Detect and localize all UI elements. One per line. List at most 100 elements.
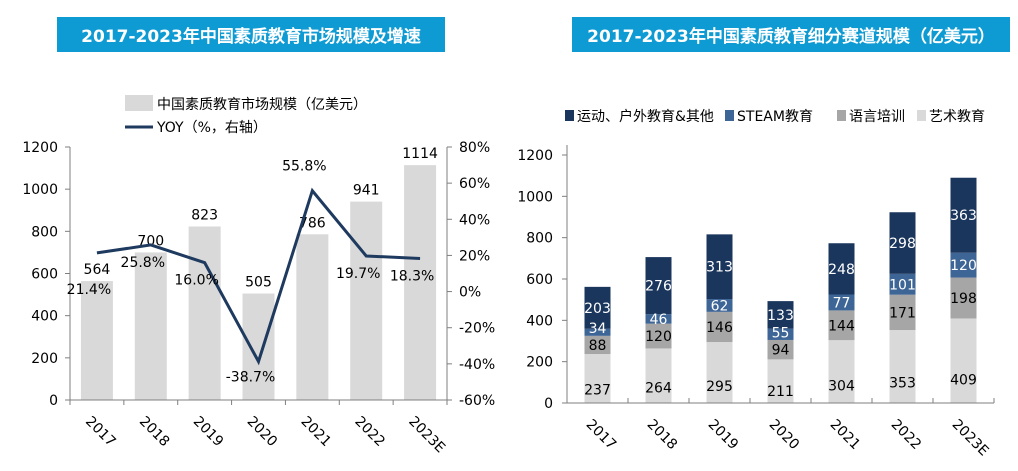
x-tick-label: 2018 <box>644 417 681 454</box>
y-tick-label: 1000 <box>22 182 58 198</box>
yoy-label: 55.8% <box>282 159 326 175</box>
segment-label: 198 <box>950 291 977 307</box>
segment-label: 276 <box>645 279 672 295</box>
segment-label: 363 <box>950 208 977 224</box>
bar-segment-2018 <box>645 314 672 324</box>
x-tick-label: 2022 <box>351 414 388 451</box>
bar-segment-2018 <box>645 257 672 315</box>
segment-label: 133 <box>767 308 794 324</box>
legend-swatch <box>565 110 574 121</box>
bar-2017 <box>80 281 113 400</box>
bar-segment-2020 <box>767 359 794 403</box>
bar-segment-2021 <box>828 243 855 295</box>
segment-label: 34 <box>589 321 607 337</box>
segment-label: 94 <box>772 343 790 359</box>
y-tick-label: 1000 <box>517 189 553 205</box>
yoy-label: 19.7% <box>336 266 380 282</box>
x-tick-label: 2023E <box>949 417 992 460</box>
y2-tick-label: 20% <box>459 248 490 264</box>
segment-label: 211 <box>767 384 794 400</box>
bar-label: 564 <box>84 262 111 278</box>
legend-label: 语言培训 <box>849 109 905 125</box>
yoy-label: 16.0% <box>174 273 218 289</box>
y-tick-label: 600 <box>31 267 58 283</box>
y-tick-label: 600 <box>526 272 553 288</box>
bar-label: 823 <box>191 207 218 223</box>
segment-label: 120 <box>645 329 672 345</box>
bar-segment-2017 <box>584 354 611 403</box>
x-tick-label: 2023E <box>405 414 448 457</box>
bar-2022 <box>350 201 383 400</box>
segment-label: 304 <box>828 378 855 394</box>
bar-segment-2019 <box>706 234 733 300</box>
x-tick-label: 2021 <box>827 417 864 454</box>
segment-label: 409 <box>950 372 977 388</box>
x-tick-label: 2020 <box>766 417 803 454</box>
segment-label: 146 <box>706 320 733 336</box>
bar-segment-2023E <box>950 252 977 278</box>
y-tick-label: 400 <box>31 309 58 325</box>
yoy-label: 25.8% <box>121 255 165 271</box>
y2-tick-label: 80% <box>459 140 490 156</box>
legend-swatch <box>917 110 926 121</box>
bar-segment-2017 <box>584 328 611 336</box>
bar-label: 505 <box>245 275 272 291</box>
segment-label: 55 <box>772 326 790 342</box>
bar-2021 <box>296 234 329 400</box>
y-tick-label: 800 <box>31 224 58 240</box>
bar-segment-2022 <box>889 294 916 331</box>
segment-label: 353 <box>889 376 916 392</box>
segment-label: 120 <box>950 258 977 274</box>
yoy-label: 21.4% <box>67 282 111 298</box>
bar-label: 941 <box>353 183 380 199</box>
bar-2018 <box>134 252 167 400</box>
y2-tick-label: 0% <box>459 285 481 301</box>
segment-label: 264 <box>645 381 672 397</box>
x-tick-label: 2019 <box>705 417 742 454</box>
bar-segment-2019 <box>706 342 733 403</box>
bar-label: 1114 <box>402 146 438 162</box>
legend-label-line: YOY（%，右轴） <box>156 120 267 136</box>
segment-label: 62 <box>711 298 729 314</box>
x-tick-label: 2022 <box>888 417 925 454</box>
legend-swatch <box>725 110 734 121</box>
y2-tick-label: 40% <box>459 212 490 228</box>
yoy-label: 18.3% <box>390 269 434 285</box>
segment-label: 144 <box>828 318 855 334</box>
segment-label: 313 <box>706 260 733 276</box>
bar-segment-2023E <box>950 177 977 253</box>
y2-tick-label: -60% <box>459 393 495 409</box>
segment-label: 248 <box>828 262 855 278</box>
x-tick-label: 2020 <box>244 414 281 451</box>
bar-segment-2018 <box>645 323 672 349</box>
bar-segment-2023E <box>950 318 977 403</box>
y-tick-label: 0 <box>49 393 58 409</box>
x-tick-label: 2018 <box>136 414 173 451</box>
bar-segment-2021 <box>828 294 855 311</box>
bar-segment-2022 <box>889 212 916 274</box>
bar-segment-2020 <box>767 301 794 329</box>
x-tick-label: 2019 <box>190 414 227 451</box>
bar-segment-2020 <box>767 339 794 360</box>
legend-label: 艺术教育 <box>929 109 985 125</box>
segment-label: 237 <box>584 382 611 398</box>
bar-segment-2022 <box>889 330 916 403</box>
y2-tick-label: -20% <box>459 321 495 337</box>
x-tick-label: 2017 <box>583 417 620 454</box>
bar-2020 <box>242 293 275 400</box>
segment-label: 295 <box>706 379 733 395</box>
segment-label: 298 <box>889 236 916 252</box>
bar-segment-2021 <box>828 340 855 403</box>
y-tick-label: 400 <box>526 313 553 329</box>
segment-label: 203 <box>584 301 611 317</box>
bar-segment-2021 <box>828 310 855 341</box>
left-chart-title: 2017-2023年中国素质教育市场规模及增速 <box>57 17 445 52</box>
y-tick-label: 1200 <box>517 148 553 164</box>
y-tick-label: 200 <box>526 355 553 371</box>
y-tick-label: 1200 <box>22 140 58 156</box>
segment-label: 101 <box>889 277 916 293</box>
y2-tick-label: -40% <box>459 357 495 373</box>
bar-segment-2023E <box>950 277 977 319</box>
yoy-line <box>96 187 421 366</box>
